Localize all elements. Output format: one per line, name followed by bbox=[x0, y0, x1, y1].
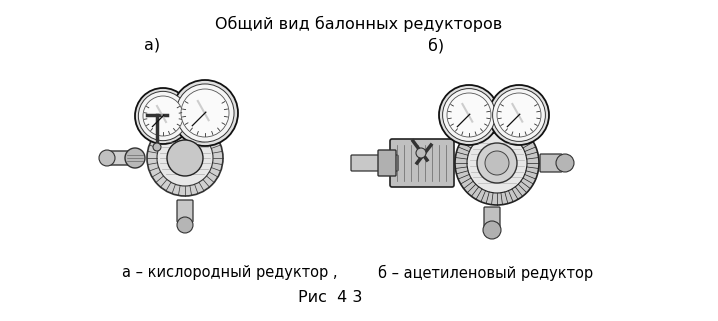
FancyBboxPatch shape bbox=[177, 200, 193, 222]
Circle shape bbox=[177, 217, 193, 233]
FancyBboxPatch shape bbox=[540, 154, 562, 172]
Circle shape bbox=[176, 84, 234, 142]
Text: Общий вид балонных редукторов: Общий вид балонных редукторов bbox=[215, 16, 503, 32]
Circle shape bbox=[455, 121, 539, 205]
Circle shape bbox=[153, 143, 161, 151]
Circle shape bbox=[167, 140, 203, 176]
FancyBboxPatch shape bbox=[351, 155, 398, 171]
Circle shape bbox=[135, 88, 191, 144]
Circle shape bbox=[477, 143, 517, 183]
Circle shape bbox=[493, 89, 546, 141]
Circle shape bbox=[125, 148, 145, 168]
FancyBboxPatch shape bbox=[390, 139, 454, 187]
Circle shape bbox=[439, 85, 499, 145]
Circle shape bbox=[442, 89, 495, 141]
FancyBboxPatch shape bbox=[484, 207, 500, 227]
Circle shape bbox=[139, 91, 187, 141]
Circle shape bbox=[467, 133, 527, 193]
Circle shape bbox=[485, 151, 509, 175]
Text: а – кислородный редуктор ,: а – кислородный редуктор , bbox=[122, 265, 337, 280]
FancyBboxPatch shape bbox=[378, 150, 396, 176]
Circle shape bbox=[416, 148, 426, 158]
Circle shape bbox=[99, 150, 115, 166]
Circle shape bbox=[447, 93, 491, 137]
Circle shape bbox=[181, 89, 229, 137]
Circle shape bbox=[172, 80, 238, 146]
Circle shape bbox=[157, 130, 213, 186]
Circle shape bbox=[489, 85, 549, 145]
Circle shape bbox=[147, 120, 223, 196]
Text: Рис  4 3: Рис 4 3 bbox=[298, 290, 362, 305]
Text: б): б) bbox=[428, 38, 444, 54]
Circle shape bbox=[483, 221, 501, 239]
Text: а): а) bbox=[144, 38, 160, 53]
Circle shape bbox=[143, 96, 183, 136]
Circle shape bbox=[497, 93, 541, 137]
Circle shape bbox=[556, 154, 574, 172]
FancyBboxPatch shape bbox=[104, 151, 141, 165]
Text: б – ацетиленовый редуктор: б – ацетиленовый редуктор bbox=[378, 265, 593, 281]
